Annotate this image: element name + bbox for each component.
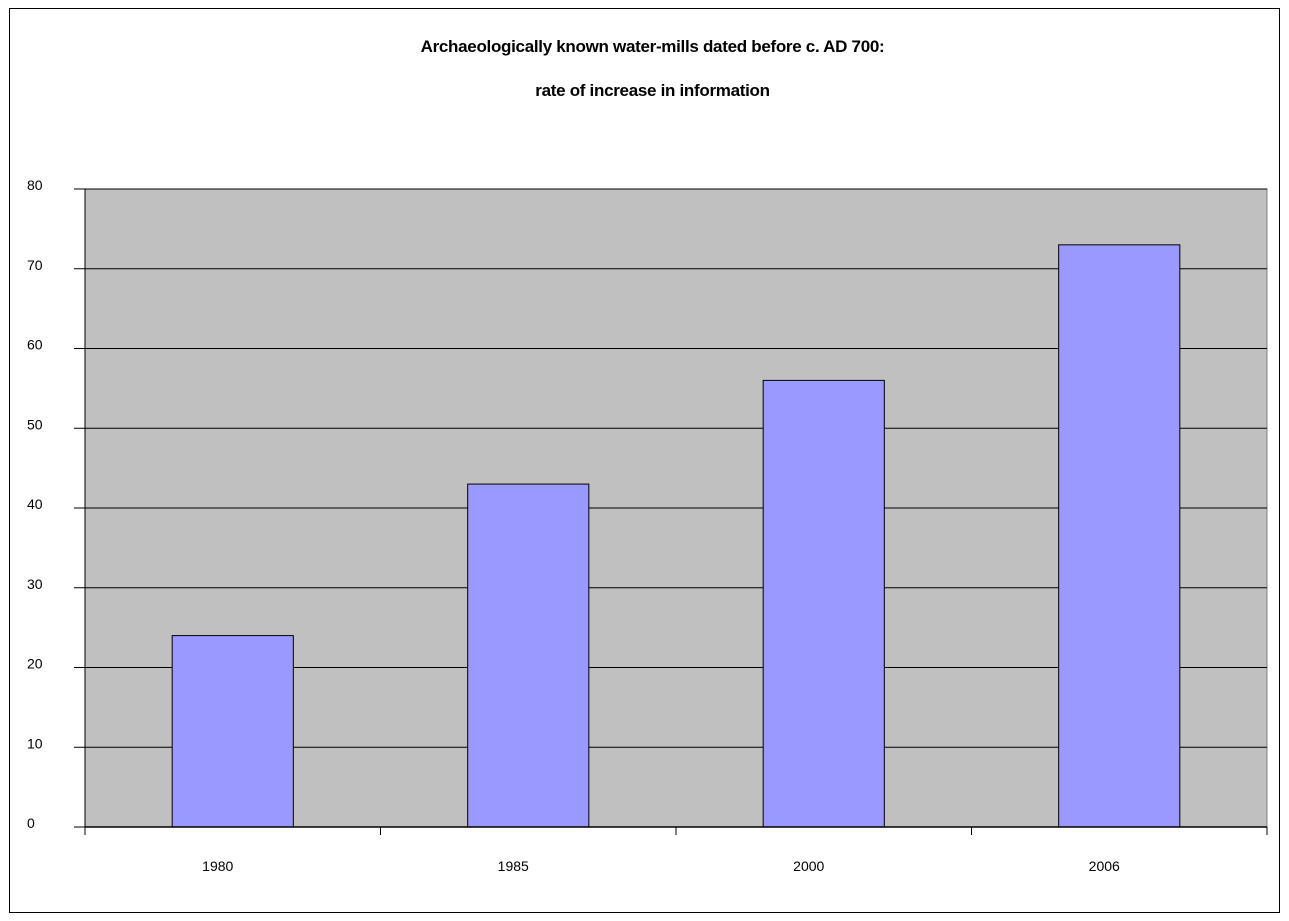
chart-title: Archaeologically known water-mills dated…: [420, 37, 885, 56]
y-tick-label: 10: [27, 735, 43, 751]
x-tick-label: 2000: [793, 858, 824, 874]
bar-2006: [1058, 244, 1181, 828]
y-tick-label: 40: [27, 496, 43, 512]
x-tick-labels: 1980 1985 2000 2006: [202, 858, 1120, 874]
y-tick-label: 50: [27, 416, 43, 432]
bar-1980: [171, 635, 294, 828]
y-tick-label: 30: [27, 576, 43, 592]
axes: [74, 188, 1268, 835]
x-tick-label: 1980: [202, 858, 233, 874]
y-tick-label: 0: [27, 815, 35, 831]
y-tick-label: 70: [27, 257, 43, 273]
bars: [171, 244, 1181, 828]
bar-1985: [467, 483, 590, 828]
y-tick-label: 20: [27, 656, 43, 672]
y-tick-label: 60: [27, 337, 43, 353]
x-tick-label: 1985: [498, 858, 529, 874]
y-tick-labels: 0 10 20 30 40 50 60 70 80: [27, 177, 43, 831]
y-tick-label: 80: [27, 177, 43, 193]
chart-subtitle: rate of increase in information: [535, 81, 770, 100]
x-tick-label: 2006: [1089, 858, 1120, 874]
bar-2000: [762, 379, 885, 828]
